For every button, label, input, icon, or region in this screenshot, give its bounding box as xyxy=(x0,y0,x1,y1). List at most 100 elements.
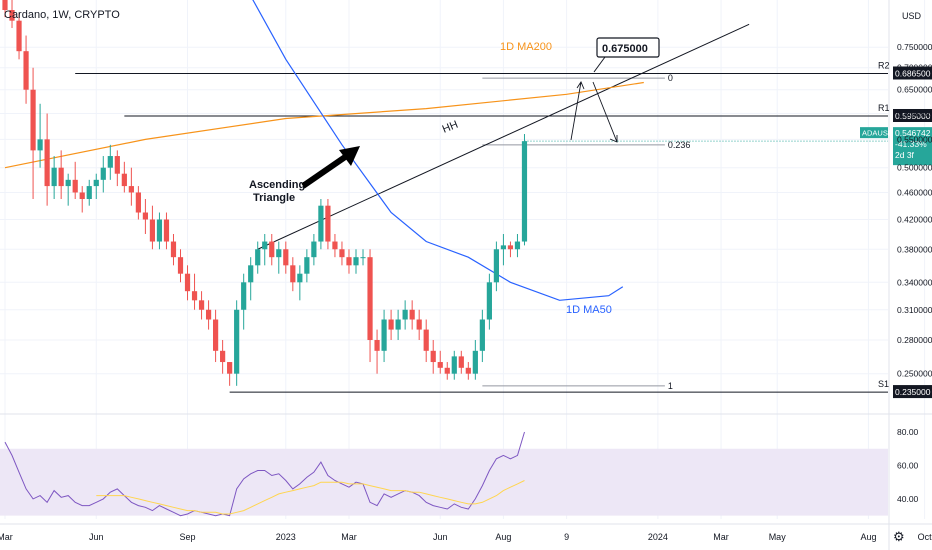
candle xyxy=(381,319,387,351)
candle xyxy=(65,179,71,187)
level-label-r2: R2 xyxy=(878,60,890,70)
axis-layer[interactable]: Mar Jun Sep 2023 Mar Jun Aug 9 2024 Mar May Aug Oct 0… xyxy=(0,42,932,542)
candle xyxy=(58,167,64,187)
candle-layer[interactable] xyxy=(2,0,528,386)
candle xyxy=(346,257,352,266)
rsi-tick-label: 40.00 xyxy=(897,494,919,504)
candle xyxy=(269,241,275,258)
ma50-label: 1D MA50 xyxy=(566,304,612,316)
candle xyxy=(255,249,261,266)
fib-label: 1 xyxy=(668,381,673,391)
y-tick-label: 0.500000 xyxy=(897,163,932,173)
candle xyxy=(44,139,50,187)
candle xyxy=(283,249,289,266)
x-tick-label: Mar xyxy=(341,532,357,542)
ma50-line xyxy=(252,0,624,301)
y-tick-label: 0.650000 xyxy=(897,85,932,95)
candle xyxy=(290,265,296,283)
target-pointer xyxy=(593,56,606,73)
symbol-tag xyxy=(860,127,888,139)
candle xyxy=(514,241,521,250)
candle xyxy=(311,241,317,258)
candle xyxy=(23,51,29,90)
arrow-icon xyxy=(301,146,360,189)
candle xyxy=(2,0,8,11)
candle xyxy=(51,167,57,187)
candle xyxy=(437,362,443,368)
candle xyxy=(177,257,184,274)
y-tick-label: 0.280000 xyxy=(897,335,932,345)
candle xyxy=(79,192,85,200)
candle xyxy=(241,282,247,310)
y-tick-label: 0.420000 xyxy=(897,215,932,225)
candle xyxy=(493,249,499,283)
candle xyxy=(234,309,240,374)
candle xyxy=(142,212,148,220)
candle xyxy=(107,156,113,168)
candle xyxy=(198,300,205,310)
projection-path xyxy=(570,81,618,143)
x-tick-label: 2024 xyxy=(648,532,668,542)
x-tick-label: 9 xyxy=(564,532,569,542)
y-tick-label: 0.250000 xyxy=(897,369,932,379)
candle xyxy=(220,350,226,363)
candle xyxy=(507,245,514,250)
level-price-text: 0.235000 xyxy=(895,387,931,397)
candle xyxy=(227,362,233,374)
candle xyxy=(304,257,310,274)
candle xyxy=(248,265,254,283)
candle xyxy=(9,10,15,21)
level-layer: R2 0.686500 R1 0.595000 S1 0.235000 0 0.236 1 ADA… xyxy=(75,23,932,399)
level-price-text: 0.686500 xyxy=(895,68,931,78)
candle xyxy=(479,319,485,351)
candle xyxy=(37,139,43,151)
candle xyxy=(353,257,359,266)
currency-label: USD xyxy=(902,11,922,21)
gear-icon[interactable]: ⚙ xyxy=(893,529,905,544)
target-box xyxy=(596,37,660,58)
candle xyxy=(430,350,436,363)
candle xyxy=(72,179,78,193)
x-tick-label: 2023 xyxy=(276,532,296,542)
candle xyxy=(16,20,22,52)
candle xyxy=(395,319,401,330)
candle xyxy=(170,241,177,258)
candle xyxy=(339,249,345,258)
level-label-r1: R1 xyxy=(878,103,890,113)
x-tick-label: Mar xyxy=(0,532,13,542)
rsi-band xyxy=(0,448,888,516)
trendline xyxy=(257,23,750,250)
candle xyxy=(297,273,303,283)
candle xyxy=(332,241,338,250)
candle xyxy=(86,186,92,200)
ma200-label: 1D MA200 xyxy=(500,41,552,53)
rsi-line xyxy=(4,431,525,517)
candle xyxy=(465,367,471,374)
candle xyxy=(205,309,212,320)
rsi-layer xyxy=(4,431,525,517)
candle xyxy=(318,205,324,242)
x-tick-label: Jun xyxy=(89,532,104,542)
candle xyxy=(213,319,219,351)
rsi-ma-line xyxy=(96,480,525,515)
ascending-label: Ascending xyxy=(249,179,305,191)
candle xyxy=(191,291,198,301)
x-tick-label: Aug xyxy=(495,532,511,542)
last-price-value: 0.546742 xyxy=(895,128,931,138)
candle xyxy=(486,282,492,320)
rsi-tick-label: 80.00 xyxy=(897,427,919,437)
last-price-countdown: 2d 3f xyxy=(895,150,915,160)
y-tick-label: 0.460000 xyxy=(897,187,932,197)
level-price-text: 0.595000 xyxy=(895,111,931,121)
y-tick-label: 0.340000 xyxy=(897,277,932,287)
y-tick-label: 0.310000 xyxy=(897,305,932,315)
candle xyxy=(444,367,450,374)
level-price-tag xyxy=(893,66,932,80)
candle xyxy=(276,249,282,258)
y-tick-label: 0.750000 xyxy=(897,42,932,52)
candle xyxy=(402,309,408,320)
ma200-line xyxy=(4,81,644,169)
last-price-change: -41.33% xyxy=(895,139,927,149)
candle xyxy=(451,356,457,374)
